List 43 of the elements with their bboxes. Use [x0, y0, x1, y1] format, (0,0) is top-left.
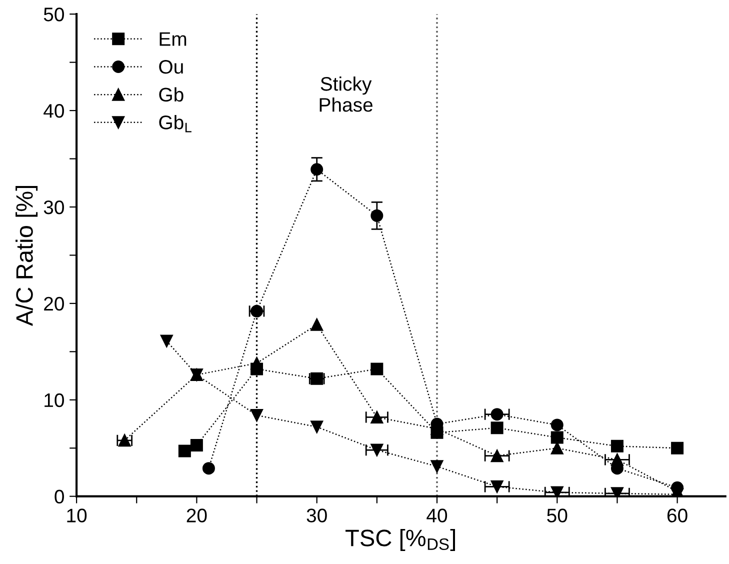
x-tick-label: 40 [426, 508, 448, 522]
y-tick-label: 30 [44, 200, 64, 214]
x-tick-label: 10 [67, 508, 87, 522]
point [490, 408, 504, 421]
x-axis-title: TSC [%$_{DS}$] [346, 529, 456, 552]
point [190, 438, 203, 452]
y-tick-label: 0 [54, 490, 64, 504]
x-tick-label: 60 [667, 508, 688, 522]
point [610, 440, 624, 452]
point [550, 431, 564, 444]
point [202, 462, 215, 475]
point [310, 163, 324, 176]
y-axis-title: A/C Ratio [%] [16, 186, 38, 326]
point [310, 420, 324, 434]
x-tick-label: 30 [306, 508, 327, 522]
y-tick-label: 50 [44, 8, 64, 22]
point [610, 453, 624, 466]
point [671, 442, 684, 454]
point [550, 418, 564, 432]
y-tick-label: 20 [44, 296, 64, 311]
point [490, 480, 504, 493]
point [370, 209, 384, 222]
legend-label: Gb [159, 87, 184, 102]
point [490, 422, 504, 434]
annotation: Sticky Phase [320, 76, 373, 112]
legend-label: Em [160, 32, 186, 46]
point [370, 410, 384, 424]
point [550, 486, 564, 496]
x-tick-label: 50 [547, 508, 568, 522]
y-tick-label: 10 [44, 393, 64, 408]
x-tick-label: 20 [186, 508, 207, 522]
point [250, 356, 264, 370]
legend-label: Gb$_{L}$ [159, 115, 192, 132]
point [490, 450, 504, 462]
point [310, 318, 324, 331]
point [160, 334, 173, 348]
point [370, 362, 384, 376]
point [250, 409, 264, 422]
point [370, 444, 384, 456]
y-tick-label: 40 [44, 104, 64, 118]
point [430, 460, 444, 473]
legend-label: Ou [159, 60, 183, 74]
point [178, 444, 191, 458]
